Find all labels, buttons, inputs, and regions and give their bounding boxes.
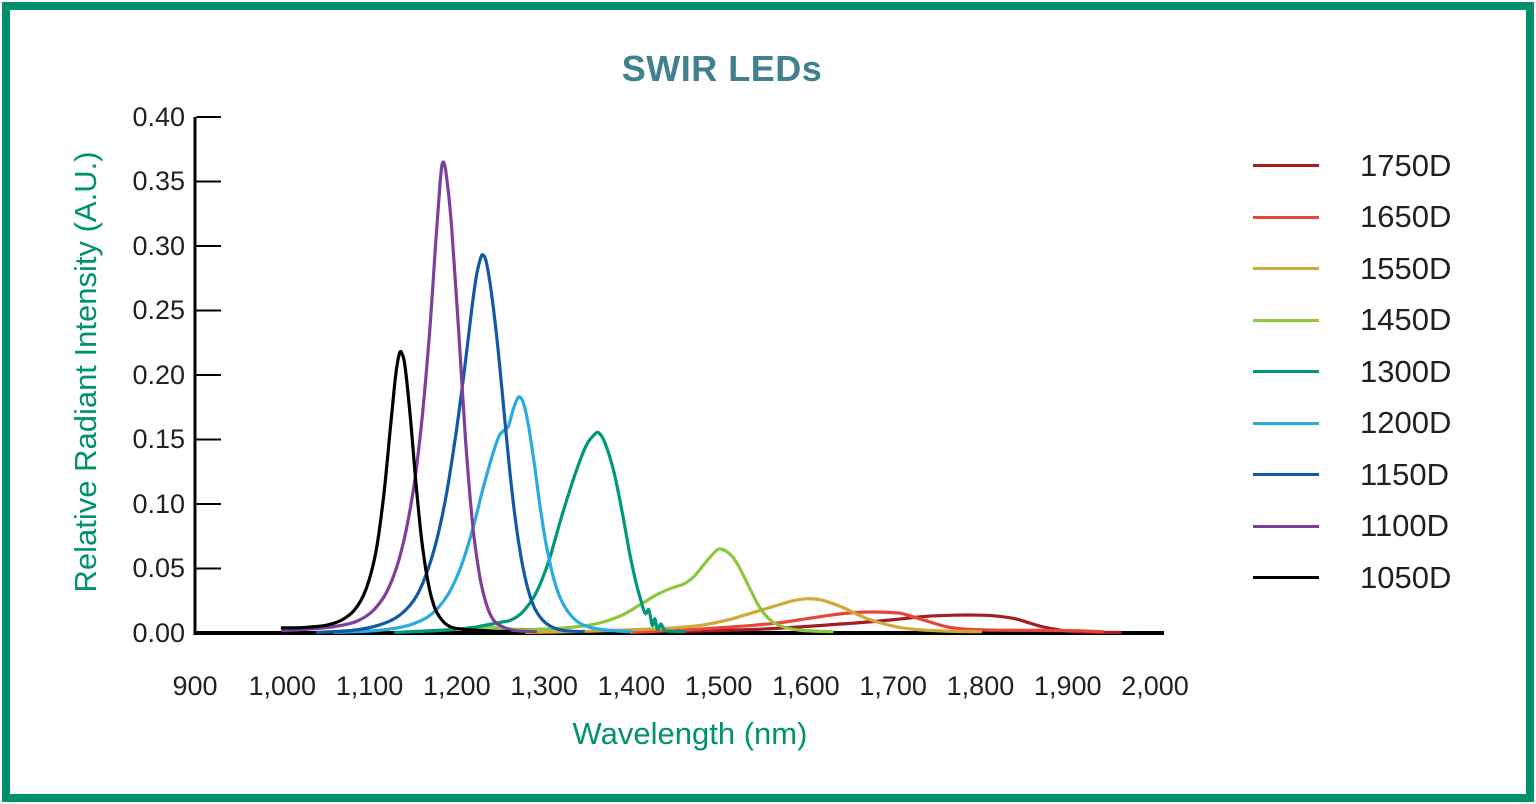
x-tick-label: 1,400 (597, 671, 666, 701)
legend-item-label: 1100D (1360, 508, 1450, 544)
legend-swatch-line (1253, 215, 1319, 219)
y-tick-label: 0.05 (132, 553, 185, 583)
y-tick-label: 0.10 (132, 488, 185, 519)
chart-title: SWIR LEDs (621, 48, 823, 89)
legend-item: 1200D (1253, 398, 1451, 450)
x-tick-label: 1,000 (248, 671, 317, 701)
legend-swatch-line (1253, 473, 1319, 477)
legend-item: 1100D (1253, 501, 1451, 553)
legend-item-label: 1050D (1360, 559, 1452, 595)
series-line-1650D (629, 610, 1105, 634)
y-axis-title: Relative Radiant Intensity (A.U.) (68, 151, 103, 593)
series-line-1200D (333, 395, 633, 634)
series-line-1100D (280, 160, 537, 634)
x-tick-label: 1,600 (772, 671, 840, 701)
series-line-1050D (280, 349, 511, 634)
y-tick-label: 0.20 (132, 359, 185, 390)
y-tick-label: 0.30 (132, 230, 185, 261)
legend-swatch-line (1253, 164, 1319, 168)
legend: 1750D 1650D 1550D 1450D 1300D 1200D 1150D 1100D… (1253, 140, 1451, 604)
y-tick-label: 0.25 (132, 295, 185, 325)
legend-item-label: 1550D (1360, 250, 1452, 286)
legend-item-label: 1150D (1360, 456, 1450, 492)
x-tick-label: 1,900 (1033, 671, 1102, 701)
series-line-1150D (315, 253, 585, 634)
x-tick-label: 900 (172, 671, 218, 701)
legend-swatch-line (1253, 524, 1319, 528)
legend-swatch-line (1253, 576, 1319, 580)
x-tick-label: 1,800 (946, 671, 1015, 701)
legend-item: 1050D (1253, 552, 1451, 604)
x-tick-label: 1,300 (510, 671, 578, 701)
legend-swatch-line (1253, 370, 1319, 374)
y-tick-label: 0.15 (132, 424, 185, 454)
x-axis-title: Wavelength (nm) (572, 716, 808, 751)
x-tick-label: 1,500 (684, 671, 753, 701)
legend-item-label: 1750D (1360, 147, 1452, 183)
legend-item: 1450D (1253, 295, 1451, 347)
legend-item: 1150D (1253, 449, 1451, 501)
series-line-1450D (402, 547, 834, 634)
y-tick-label: 0.35 (132, 166, 185, 196)
y-tick-label: 0.40 (132, 101, 185, 132)
x-tick-label: 1,700 (859, 671, 927, 701)
x-tick-label: 2,000 (1121, 671, 1189, 701)
legend-item-label: 1450D (1360, 302, 1452, 338)
legend-swatch-line (1253, 318, 1319, 322)
legend-swatch-line (1253, 421, 1319, 425)
legend-item-label: 1200D (1360, 405, 1452, 441)
legend-item-label: 1300D (1360, 353, 1452, 389)
series-line-1300D (394, 430, 686, 634)
legend-item: 1750D (1253, 140, 1451, 192)
x-tick-label: 1,200 (423, 671, 491, 701)
x-tick-label: 1,100 (335, 671, 404, 701)
legend-item: 1300D (1253, 346, 1451, 398)
legend-item: 1550D (1253, 243, 1451, 295)
legend-item: 1650D (1253, 192, 1451, 244)
y-tick-label: 0.00 (132, 617, 185, 648)
legend-swatch-line (1253, 267, 1319, 271)
legend-item-label: 1650D (1360, 199, 1452, 235)
